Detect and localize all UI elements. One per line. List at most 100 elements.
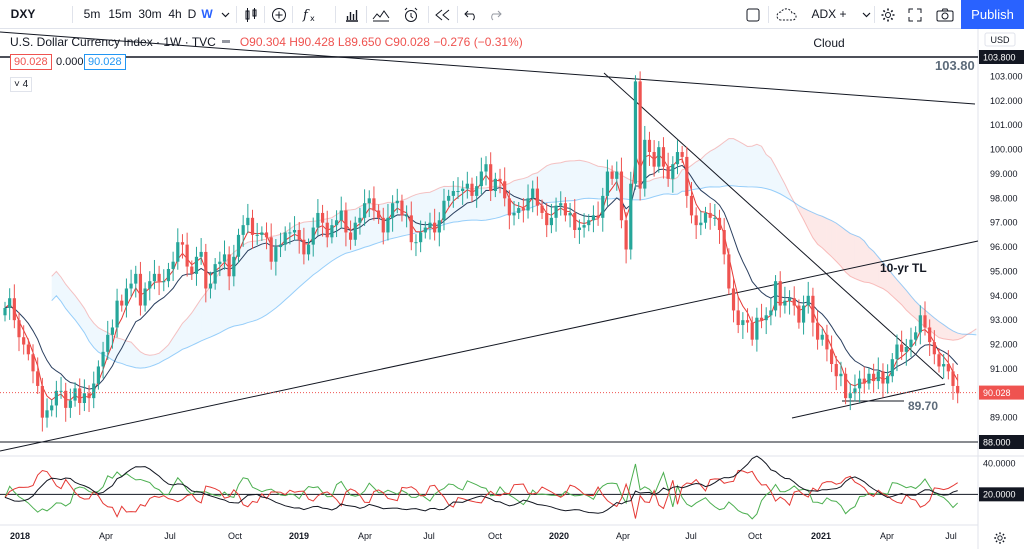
candle-body[interactable] (946, 364, 950, 372)
candle-body[interactable] (344, 210, 348, 233)
candle-body[interactable] (465, 183, 469, 189)
candle-body[interactable] (708, 212, 712, 218)
redo-icon[interactable] (485, 0, 505, 29)
candle-body[interactable] (587, 220, 591, 226)
candle-body[interactable] (601, 195, 605, 218)
candle-body[interactable] (409, 215, 413, 243)
candle-body[interactable] (232, 256, 236, 277)
candle-body[interactable] (185, 244, 189, 267)
candle-body[interactable] (942, 364, 946, 367)
candle-body[interactable] (3, 307, 7, 316)
candle-body[interactable] (447, 195, 451, 201)
candle-body[interactable] (872, 373, 876, 382)
candle-body[interactable] (685, 156, 689, 196)
candle-body[interactable] (890, 359, 894, 377)
candle-body[interactable] (699, 222, 703, 226)
interval-w[interactable]: W (201, 7, 213, 21)
candle-body[interactable] (886, 376, 890, 384)
candle-body[interactable] (498, 178, 502, 182)
candle-body[interactable] (246, 217, 250, 226)
candle-body[interactable] (839, 373, 843, 377)
candle-body[interactable] (717, 217, 722, 231)
candle-body[interactable] (834, 364, 838, 377)
candle-body[interactable] (45, 410, 49, 418)
candle-body[interactable] (535, 188, 539, 206)
candle-body[interactable] (456, 191, 460, 193)
screenshot-icon[interactable] (933, 0, 957, 29)
candle-body[interactable] (330, 225, 334, 238)
candle-body[interactable] (652, 152, 656, 167)
candle-body[interactable] (858, 378, 862, 389)
candle-body[interactable] (274, 247, 278, 262)
candle-body[interactable] (521, 208, 525, 211)
candle-body[interactable] (629, 183, 633, 250)
candle-body[interactable] (73, 388, 77, 401)
candle-body[interactable] (162, 281, 166, 283)
candle-body[interactable] (937, 354, 941, 367)
trendline[interactable] (603, 72, 944, 380)
candle-body[interactable] (386, 217, 390, 233)
candle-body[interactable] (381, 217, 385, 233)
layout-square-icon[interactable] (743, 0, 763, 29)
candle-body[interactable] (36, 371, 40, 386)
candle-body[interactable] (703, 212, 708, 223)
candle-body[interactable] (727, 254, 731, 289)
candle-body[interactable] (236, 234, 241, 257)
candle-body[interactable] (605, 171, 610, 196)
candle-body[interactable] (909, 339, 913, 347)
candle-body[interactable] (171, 261, 175, 269)
candle-body[interactable] (106, 334, 110, 352)
candle-body[interactable] (362, 203, 367, 218)
candle-body[interactable] (152, 273, 157, 282)
candle-body[interactable] (512, 212, 516, 216)
symbol-search[interactable]: DXY (10, 7, 36, 21)
candle-body[interactable] (442, 200, 446, 221)
indicators-collapse-toggle[interactable]: ˅ 4 (10, 77, 33, 92)
candle-body[interactable] (348, 232, 353, 240)
candle-body[interactable] (87, 393, 91, 399)
candle-body[interactable] (218, 261, 222, 265)
candle-body[interactable] (549, 217, 553, 226)
publish-button[interactable]: Publish (961, 0, 1024, 29)
candle-body[interactable] (914, 332, 918, 340)
candle-body[interactable] (694, 215, 698, 226)
candles-icon[interactable] (240, 0, 262, 29)
candle-body[interactable] (825, 334, 829, 350)
candle-body[interactable] (176, 242, 180, 262)
candle-body[interactable] (26, 344, 30, 355)
candle-body[interactable] (334, 220, 339, 226)
cloud-icon[interactable] (773, 0, 801, 29)
candle-body[interactable] (675, 152, 680, 165)
candle-body[interactable] (148, 281, 152, 289)
candle-body[interactable] (110, 327, 115, 335)
trendline[interactable] (0, 240, 979, 452)
candle-body[interactable] (792, 298, 796, 306)
candle-body[interactable] (264, 232, 269, 238)
candle-body[interactable] (433, 222, 437, 233)
interval-30m[interactable]: 30m (138, 7, 162, 21)
templates-icon[interactable] (370, 0, 392, 29)
candle-body[interactable] (801, 305, 806, 323)
candle-body[interactable] (503, 181, 507, 199)
candle-body[interactable] (68, 400, 72, 408)
candle-body[interactable] (311, 227, 315, 245)
candle-body[interactable] (671, 164, 675, 179)
candle-body[interactable] (844, 373, 848, 399)
candle-body[interactable] (619, 171, 624, 221)
candle-body[interactable] (624, 220, 628, 250)
candle-body[interactable] (8, 298, 12, 308)
candle-body[interactable] (559, 203, 563, 206)
candle-body[interactable] (320, 212, 325, 223)
candle-body[interactable] (194, 256, 199, 274)
candle-body[interactable] (260, 232, 264, 235)
candle-body[interactable] (138, 273, 143, 306)
fullscreen-icon[interactable] (904, 0, 926, 29)
candle-body[interactable] (400, 200, 404, 216)
candle-body[interactable] (134, 273, 138, 284)
undo-icon[interactable] (461, 0, 481, 29)
candle-body[interactable] (479, 171, 483, 187)
indicators-template-label[interactable]: ADX + Cloud (811, 7, 847, 50)
candle-body[interactable] (292, 230, 297, 233)
candle-body[interactable] (199, 251, 203, 257)
candle-body[interactable] (643, 139, 647, 189)
